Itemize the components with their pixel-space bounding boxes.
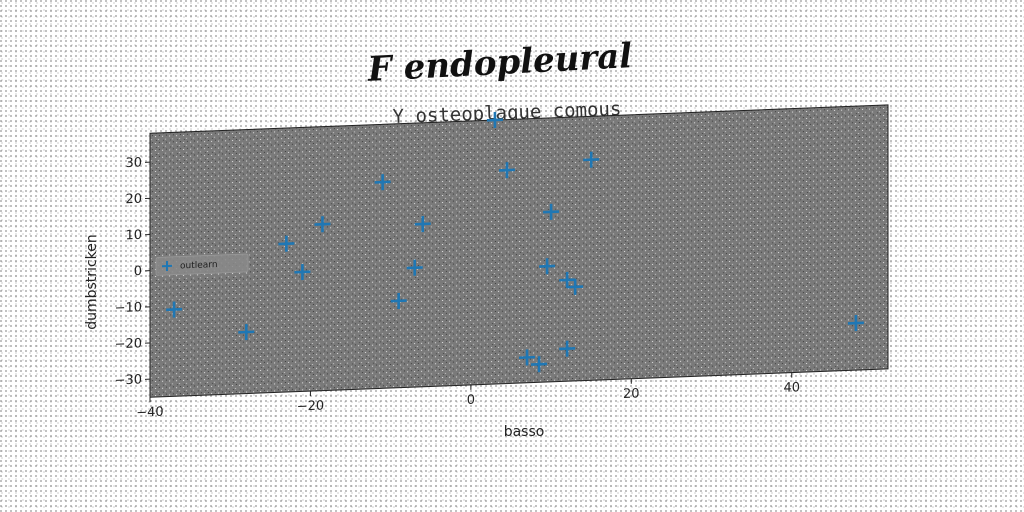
data-point	[390, 292, 407, 309]
data-point	[374, 174, 391, 191]
x-tick-label: 0	[467, 393, 475, 408]
x-tick-label: 40	[783, 380, 800, 396]
y-tick-label: 0	[134, 264, 142, 279]
data-point	[278, 235, 295, 252]
chart-title: F endopleural	[366, 36, 633, 90]
legend-label: outlearn	[180, 260, 218, 271]
data-point	[238, 324, 255, 341]
data-point	[559, 271, 576, 289]
x-tick-label: −40	[136, 405, 163, 421]
plot-area	[149, 104, 889, 398]
data-point	[567, 278, 584, 295]
data-point	[847, 315, 864, 332]
axes: −40 −20 0 20 40 −30 −20 −10 0 10 20 30 outlearn	[115, 104, 889, 421]
y-tick-label: 10	[125, 228, 142, 244]
data-point	[583, 151, 600, 168]
data-point	[539, 258, 556, 275]
y-tick-label: 20	[125, 192, 142, 208]
data-point	[486, 111, 503, 129]
data-point	[543, 203, 560, 220]
data-point	[559, 340, 576, 357]
data-point	[498, 162, 515, 179]
y-tick-label: −10	[115, 300, 142, 316]
data-point	[414, 215, 431, 233]
x-tick-label: 20	[623, 386, 640, 402]
data-point	[531, 356, 548, 373]
legend-box	[155, 253, 249, 276]
y-tick-label: 30	[125, 155, 142, 171]
y-axis-label: dumbstricken	[84, 234, 100, 330]
legend-marker	[162, 260, 172, 272]
data-point	[166, 301, 183, 318]
y-tick-label: −30	[115, 372, 142, 388]
data-point	[406, 259, 423, 276]
x-tick-label: −20	[297, 399, 324, 415]
data-point	[314, 216, 331, 233]
x-axis-label: basso	[504, 424, 545, 440]
data-point	[519, 349, 536, 366]
data-point	[294, 263, 311, 281]
y-tick-label: −20	[115, 336, 142, 352]
